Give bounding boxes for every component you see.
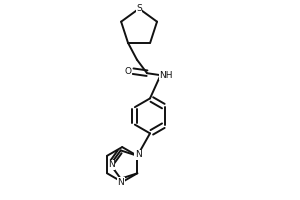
Text: N: N <box>117 178 124 187</box>
Text: O: O <box>125 67 132 76</box>
Text: N: N <box>108 160 115 169</box>
Text: N: N <box>135 150 142 159</box>
Text: NH: NH <box>159 71 173 80</box>
Text: S: S <box>136 4 142 13</box>
